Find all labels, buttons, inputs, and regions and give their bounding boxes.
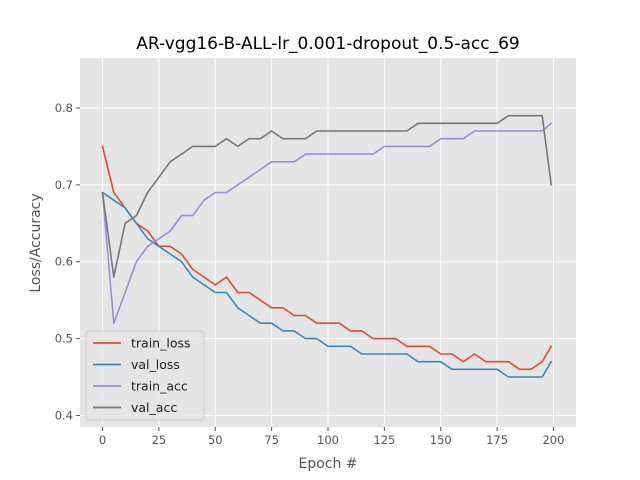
x-tick-label: 25 (152, 433, 167, 447)
x-tick-label: 50 (208, 433, 223, 447)
ticks: 0 25 50 75 100 125 150 175 200 0.4 0.5 0.6 0.7 0.8 (55, 101, 565, 447)
series-line-train-loss (101, 145, 553, 371)
y-tick-label: 0.8 (55, 101, 73, 115)
grid (80, 58, 576, 427)
y-tick-label: 0.4 (55, 408, 73, 422)
x-axis-label: Epoch # (298, 456, 357, 472)
series-layer (101, 114, 553, 378)
y-axis-label: Loss/Accuracy (28, 193, 44, 292)
x-tick-label: 100 (317, 433, 339, 447)
series-line-val-loss (101, 191, 553, 378)
x-tick-label: 175 (486, 433, 508, 447)
y-tick-label: 0.6 (55, 255, 73, 269)
x-tick-label: 150 (430, 433, 452, 447)
legend: train_loss val_loss train_acc val_acc (85, 330, 205, 421)
legend-box (85, 330, 205, 421)
y-tick-label: 0.5 (55, 332, 73, 346)
legend-label: train_acc (131, 379, 188, 394)
y-tick-label: 0.7 (55, 178, 73, 192)
legend-label: val_loss (131, 357, 180, 372)
legend-label: train_loss (131, 336, 191, 351)
x-tick-label: 200 (542, 433, 564, 447)
series-line-val-acc (101, 114, 553, 278)
legend-label: val_acc (131, 400, 177, 415)
series-line-train-acc (101, 122, 553, 325)
x-tick-label: 0 (99, 433, 106, 447)
x-tick-label: 125 (373, 433, 395, 447)
x-tick-label: 75 (264, 433, 279, 447)
chart-title: AR-vgg16-B-ALL-lr_0.001-dropout_0.5-acc_… (136, 34, 519, 54)
